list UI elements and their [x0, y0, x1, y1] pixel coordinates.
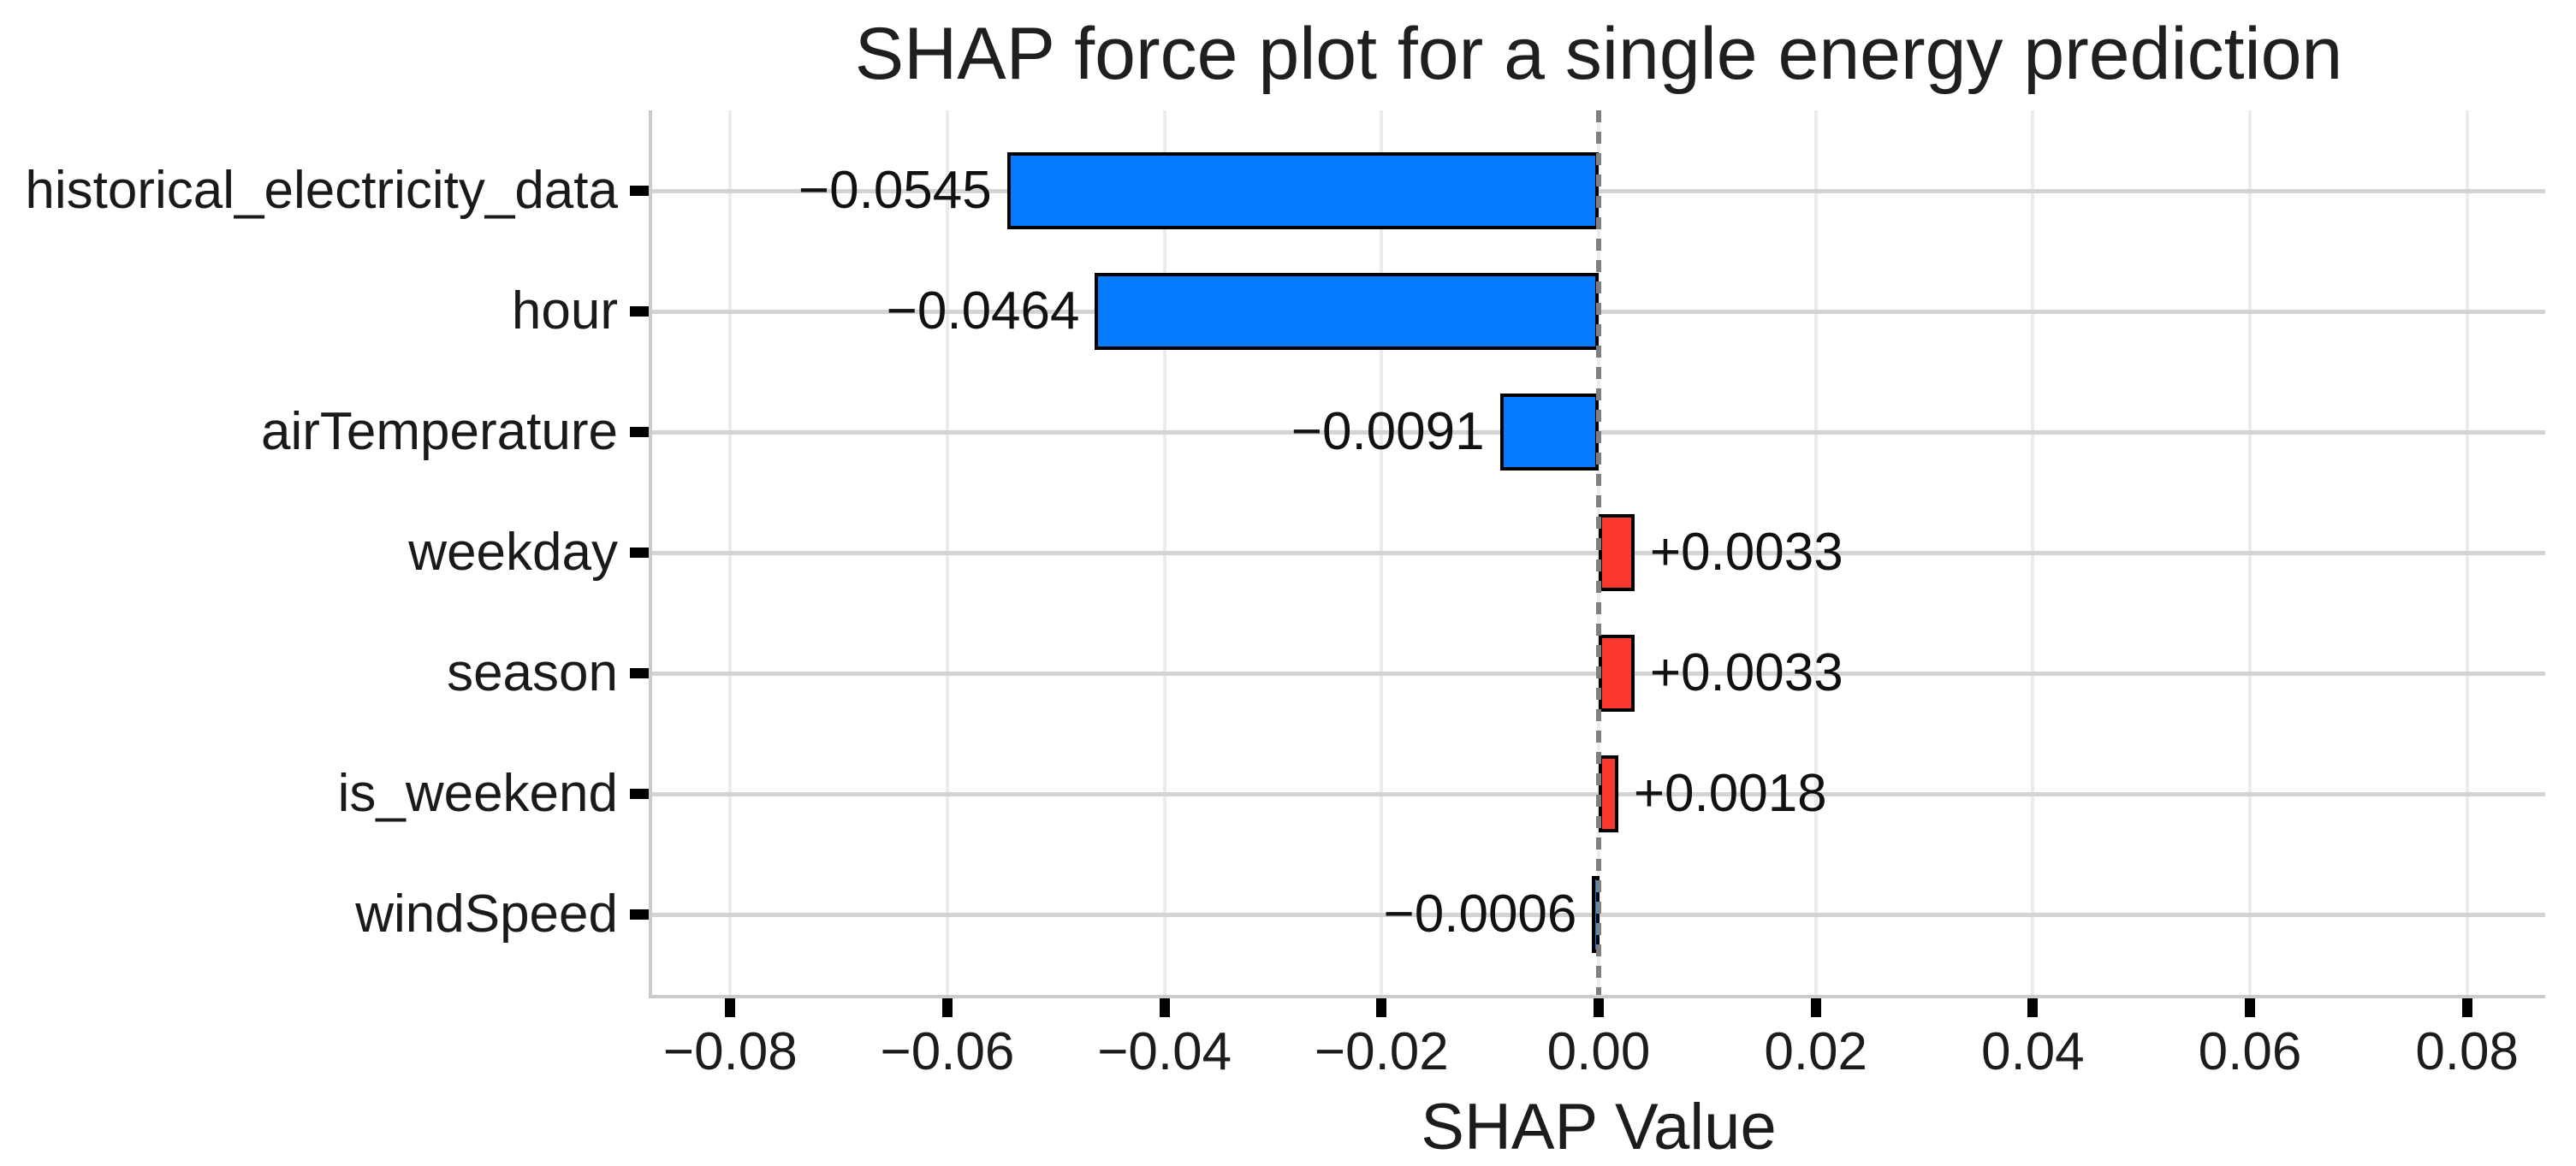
x-tick-label: 0.04: [1980, 1022, 2085, 1081]
y-tick-mark: [630, 909, 649, 920]
x-tick-mark: [1159, 998, 1170, 1017]
x-tick-mark: [1810, 998, 1821, 1017]
bar-value-label: +0.0018: [1633, 764, 1827, 823]
shap-bar-is_weekend: [1599, 755, 1618, 832]
y-tick-mark: [630, 427, 649, 437]
y-axis-label-hour: hour: [511, 281, 618, 340]
x-tick-label: 0.08: [2415, 1022, 2519, 1081]
shap-bar-hour: [1095, 273, 1599, 350]
shap-bar-airTemperature: [1499, 394, 1599, 471]
x-tick-label: 0.06: [2198, 1022, 2302, 1081]
x-tick-mark: [2461, 998, 2472, 1017]
x-tick-mark: [941, 998, 953, 1017]
x-tick-label: −0.02: [1314, 1022, 1449, 1081]
y-tick-mark: [630, 668, 649, 678]
y-axis-label-windSpeed: windSpeed: [355, 885, 618, 944]
y-axis-label-weekday: weekday: [408, 523, 618, 582]
y-axis-label-airTemperature: airTemperature: [261, 402, 618, 461]
zero-reference-line: [1596, 110, 1601, 995]
y-axis-label-historical_electricity_data: historical_electricity_data: [25, 161, 618, 220]
y-tick-mark: [630, 547, 649, 558]
bar-value-label: −0.0006: [1383, 885, 1577, 944]
x-tick-label: −0.08: [662, 1022, 798, 1081]
bar-value-label: +0.0033: [1649, 643, 1843, 702]
x-tick-mark: [2245, 998, 2255, 1017]
y-tick-mark: [630, 186, 649, 196]
shap-bar-weekday: [1599, 514, 1635, 591]
shap-bar-historical_electricity_data: [1006, 152, 1599, 229]
plot-panel: −0.0545 −0.0464 −0.0091 +0.0033 +0.0033 +0.00…: [649, 110, 2545, 998]
x-tick-mark: [1376, 998, 1387, 1017]
x-axis-title: SHAP Value: [1421, 1091, 1777, 1163]
y-tick-mark: [630, 306, 649, 317]
shap-bar-season: [1599, 635, 1635, 712]
x-tick-label: −0.06: [880, 1022, 1015, 1081]
y-tick-mark: [630, 789, 649, 799]
x-tick-label: 0.02: [1764, 1022, 1867, 1081]
x-tick-mark: [1594, 998, 1604, 1017]
bar-value-label: −0.0464: [886, 281, 1080, 340]
bar-value-label: −0.0545: [798, 161, 992, 220]
chart-title: SHAP force plot for a single energy pred…: [854, 13, 2343, 95]
x-tick-mark: [725, 998, 736, 1017]
x-tick-mark: [2027, 998, 2039, 1017]
y-axis-label-season: season: [447, 643, 618, 702]
bar-value-label: +0.0033: [1649, 523, 1843, 582]
x-tick-label: 0.00: [1546, 1022, 1651, 1081]
bar-value-label: −0.0091: [1291, 402, 1485, 461]
x-tick-label: −0.04: [1097, 1022, 1232, 1081]
y-axis-label-is_weekend: is_weekend: [337, 764, 618, 823]
